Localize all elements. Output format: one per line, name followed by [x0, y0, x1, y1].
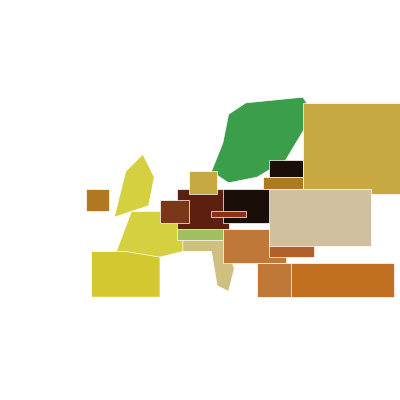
Polygon shape [268, 228, 314, 257]
Polygon shape [92, 252, 160, 297]
Polygon shape [268, 160, 303, 177]
Polygon shape [257, 263, 297, 297]
Polygon shape [183, 234, 234, 292]
Polygon shape [223, 188, 280, 223]
Polygon shape [177, 228, 240, 240]
Polygon shape [263, 177, 303, 188]
Polygon shape [223, 228, 286, 263]
Polygon shape [177, 188, 228, 234]
Polygon shape [160, 200, 188, 223]
Polygon shape [188, 172, 217, 194]
Polygon shape [212, 97, 314, 183]
Polygon shape [114, 154, 154, 217]
Polygon shape [114, 212, 188, 257]
Polygon shape [86, 188, 108, 212]
Polygon shape [303, 103, 400, 194]
Polygon shape [292, 263, 394, 297]
Polygon shape [268, 188, 372, 246]
Polygon shape [212, 212, 246, 217]
